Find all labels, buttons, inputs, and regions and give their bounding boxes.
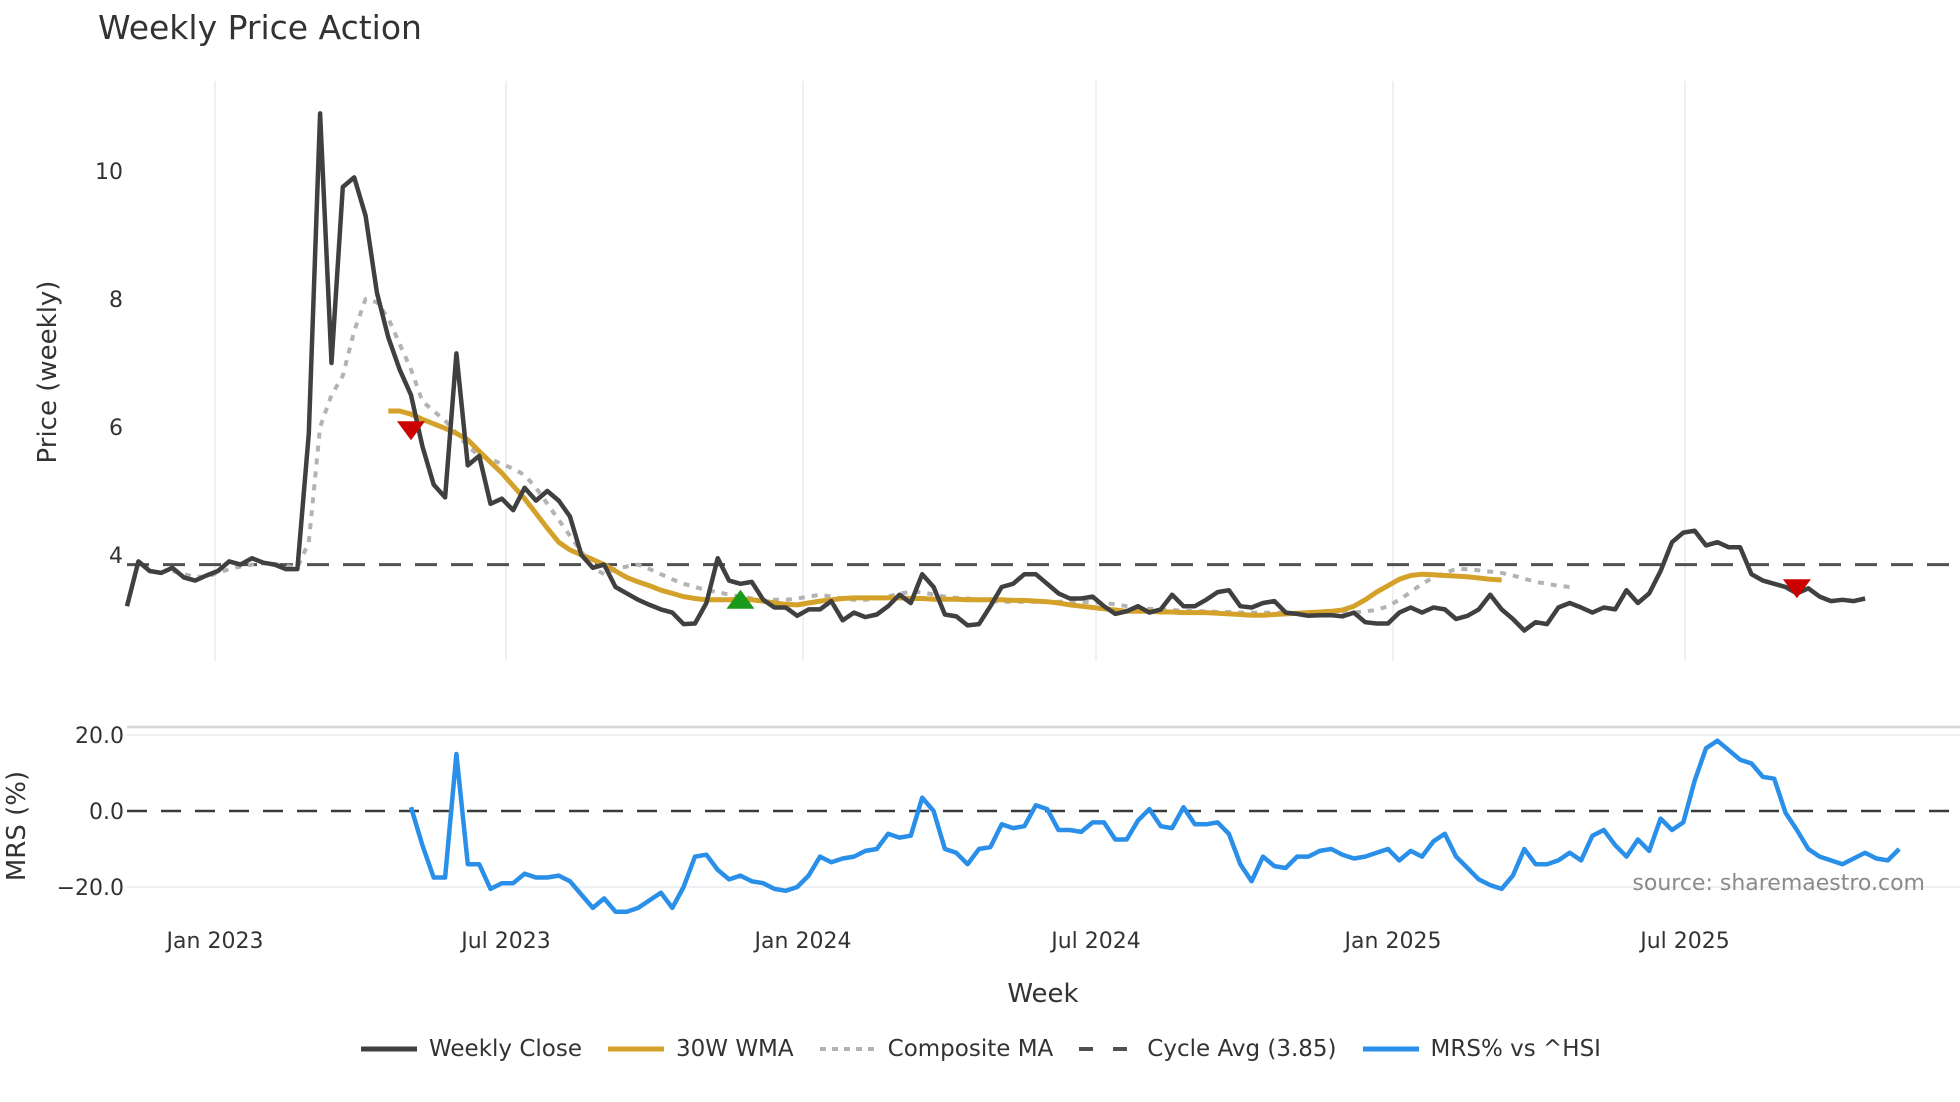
legend-swatch-icon <box>361 1046 418 1052</box>
legend-item-mrs-vs-hsi[interactable]: MRS% vs ^HSI <box>1361 1036 1601 1062</box>
x-tick-label: Jul 2025 <box>1638 929 1730 954</box>
x-tick-label: Jan 2025 <box>1343 929 1442 954</box>
sell-signal-marker <box>397 421 425 441</box>
legend-item-composite-ma[interactable]: Composite MA <box>818 1036 1054 1062</box>
mrs-axis-title: MRS (%) <box>2 771 32 881</box>
sell-signal-marker <box>1782 579 1811 599</box>
legend-swatch-icon <box>1362 1046 1419 1052</box>
chart-title: Weekly Price Action <box>98 8 422 47</box>
y-tick-label: 6 <box>109 416 123 441</box>
y-tick-label: 10 <box>95 160 123 185</box>
30w-wma-line <box>388 408 1502 618</box>
mrs-y-tick-label: 20.0 <box>75 724 124 749</box>
mrs-y-tick-label: 0.0 <box>89 800 124 825</box>
legend-label: Composite MA <box>887 1036 1054 1062</box>
x-tick-label: Jan 2024 <box>753 929 852 954</box>
buy-signal-marker <box>726 589 755 609</box>
axes: 4 6 8 10 Price (weekly) Week 20.0 0.0 −20.0 MRS (… <box>2 160 1079 1009</box>
vertical-gridlines: Jan 2023 Jul 2023 Jan 2024 Jul 2024 Jan 2025… <box>165 81 1730 954</box>
price-axis-title: Price (weekly) <box>33 281 63 464</box>
mrs-panel <box>127 725 1960 914</box>
x-tick-label: Jul 2024 <box>1049 929 1141 954</box>
x-tick-label: Jul 2023 <box>459 929 551 954</box>
legend-label: MRS% vs ^HSI <box>1430 1036 1601 1062</box>
legend-swatch-icon <box>819 1047 876 1051</box>
legend-item-weekly-close[interactable]: Weekly Close <box>359 1036 582 1062</box>
mrs-line <box>408 738 1901 914</box>
legend-label: Weekly Close <box>429 1036 582 1062</box>
x-axis-title: Week <box>1007 979 1078 1009</box>
source-label: source: sharemaestro.com <box>1632 871 1925 896</box>
x-tick-label: Jan 2023 <box>165 929 264 954</box>
legend-item-cycle-avg-3-85[interactable]: Cycle Avg (3.85) <box>1077 1036 1337 1062</box>
legend: Weekly Close 30W WMA Composite MA Cycle Avg… <box>0 1036 1960 1062</box>
price-panel <box>124 111 1960 633</box>
legend-label: Cycle Avg (3.85) <box>1147 1036 1337 1062</box>
legend-label: 30W WMA <box>676 1036 794 1062</box>
y-tick-label: 4 <box>109 544 123 569</box>
legend-swatch-icon <box>608 1046 664 1052</box>
legend-item-30w-wma[interactable]: 30W WMA <box>606 1036 794 1062</box>
composite-ma-line <box>171 297 1570 617</box>
y-tick-label: 8 <box>109 288 123 313</box>
weekly-close-line <box>124 111 1866 633</box>
legend-swatch-icon <box>1079 1047 1136 1051</box>
mrs-y-tick-label: −20.0 <box>57 876 124 901</box>
